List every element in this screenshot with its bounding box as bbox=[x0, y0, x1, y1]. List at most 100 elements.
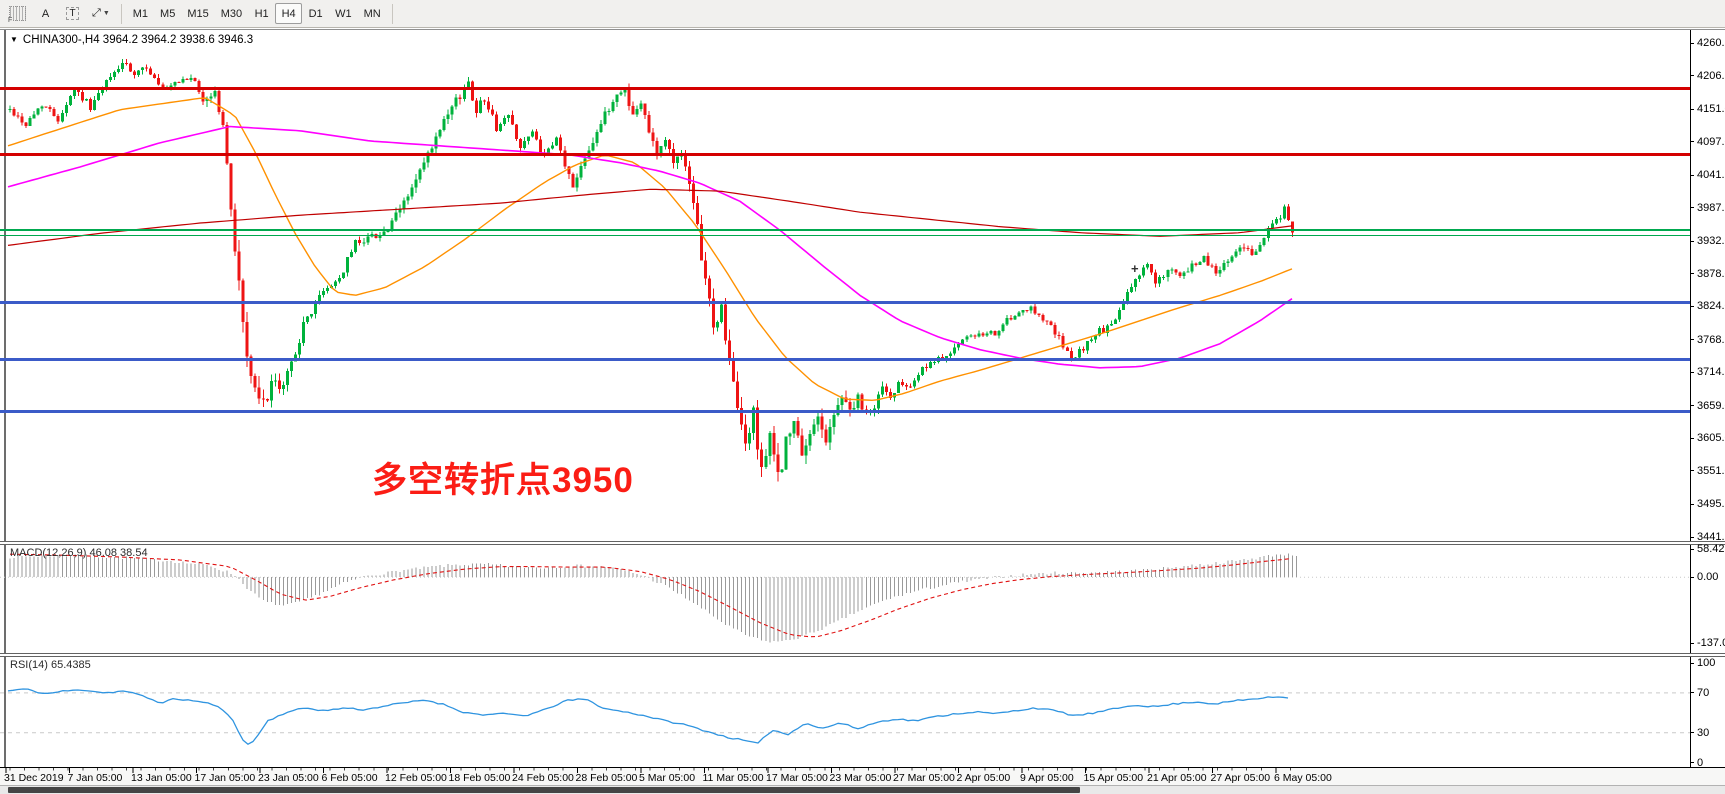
object-arrows-tool-icon: ⤢ bbox=[92, 7, 101, 19]
price-tick-mark bbox=[1690, 273, 1694, 275]
timeframe-button-d1[interactable]: D1 bbox=[302, 3, 329, 24]
chart-window-top-border bbox=[0, 29, 1725, 30]
level-line-4075-0[interactable] bbox=[0, 153, 1690, 157]
price-tick-label: 3495.5 bbox=[1697, 498, 1725, 511]
time-tick-label: 21 Apr 05:00 bbox=[1147, 772, 1207, 784]
price-tick-label: 4097.0 bbox=[1697, 135, 1725, 148]
time-tick-label: 24 Feb 05:00 bbox=[512, 772, 574, 784]
price-tick-label: 4206.5 bbox=[1697, 69, 1725, 82]
text-label-tool-icon: A bbox=[41, 7, 50, 20]
indicator-grid-tool[interactable]: F bbox=[3, 3, 32, 24]
price-tick-mark bbox=[1690, 470, 1694, 472]
timeframe-button-m5[interactable]: M5 bbox=[154, 3, 181, 24]
chart-title-text: CHINA300-,H4 3964.2 3964.2 3938.6 3946.3 bbox=[22, 34, 254, 46]
level-line-4185-0[interactable] bbox=[0, 87, 1690, 91]
indicator-grid-tool-icon: F bbox=[8, 6, 26, 24]
price-tick-label: 4041.5 bbox=[1697, 169, 1725, 182]
time-tick-label: 6 Feb 05:00 bbox=[321, 772, 378, 784]
time-tick-label: 31 Dec 2019 bbox=[4, 772, 64, 784]
timeframe-button-h4[interactable]: H4 bbox=[275, 3, 303, 24]
time-tick-label: 7 Jan 05:00 bbox=[67, 772, 123, 784]
macd-signal-line bbox=[9, 553, 1291, 638]
time-tick-label: 9 Apr 05:00 bbox=[1020, 772, 1074, 784]
level-line-3735-0[interactable] bbox=[0, 358, 1690, 362]
scrollbar-thumb[interactable] bbox=[8, 787, 1080, 793]
level-line-aux[interactable] bbox=[0, 234, 1690, 236]
price-tick-label: 3605.0 bbox=[1697, 432, 1725, 445]
cross-marker[interactable]: + bbox=[1131, 261, 1139, 277]
mid-ma-line bbox=[7, 125, 1293, 369]
price-tick-mark bbox=[1690, 437, 1694, 439]
timeframe-button-m1[interactable]: M1 bbox=[127, 3, 154, 24]
price-tick-label: 3659.0 bbox=[1697, 399, 1725, 412]
horizontal-scrollbar[interactable] bbox=[0, 785, 1725, 794]
rsi-tick-label: 70 bbox=[1697, 686, 1710, 699]
level-line-3830-0[interactable] bbox=[0, 301, 1690, 305]
price-tick-mark bbox=[1690, 240, 1694, 242]
price-tick-mark bbox=[1690, 371, 1694, 373]
time-tick-label: 11 Mar 05:00 bbox=[702, 772, 764, 784]
rsi-tick-mark bbox=[1690, 732, 1694, 734]
rsi-tick-label: 100 bbox=[1697, 657, 1716, 669]
price-tick-mark bbox=[1690, 108, 1694, 110]
panel-separator-rsi[interactable] bbox=[0, 653, 1725, 657]
chart-annotation-text[interactable]: 多空转折点3950 bbox=[372, 461, 634, 500]
candlestick-chart-svg bbox=[7, 59, 1294, 482]
panel-separator-macd[interactable] bbox=[0, 541, 1725, 545]
time-tick-label: 27 Mar 05:00 bbox=[893, 772, 955, 784]
chart-toolbar: F A T ⤢ ▼ M1 M5 M15 M30 H1 H4 D1 W1 MN bbox=[0, 0, 1725, 28]
price-tick-label: 3768.5 bbox=[1697, 333, 1725, 346]
price-tick-label: 3878.0 bbox=[1697, 267, 1725, 280]
dropdown-caret-icon[interactable]: ▼ bbox=[102, 10, 110, 17]
time-tick-label: 23 Mar 05:00 bbox=[829, 772, 892, 784]
price-axis[interactable] bbox=[1690, 30, 1725, 767]
text-box-tool-icon: T bbox=[66, 7, 79, 20]
macd-tick-mark bbox=[1690, 576, 1694, 578]
level-line-3950-0[interactable] bbox=[0, 229, 1690, 232]
macd-tick-mark bbox=[1690, 548, 1694, 550]
time-tick-label: 12 Feb 05:00 bbox=[385, 772, 447, 784]
price-tick-mark bbox=[1690, 207, 1694, 209]
time-axis[interactable]: 31 Dec 2019 7 Jan 05:00 13 Jan 05:00 17 Jan… bbox=[0, 768, 1725, 785]
price-tick-mark bbox=[1690, 305, 1694, 307]
object-arrows-tool[interactable]: ⤢ ▼ bbox=[86, 3, 116, 24]
timeframe-button-mn[interactable]: MN bbox=[358, 3, 387, 24]
fast-ma-line bbox=[7, 97, 1293, 401]
time-tick-label: 23 Jan 05:00 bbox=[258, 772, 319, 784]
price-tick-mark bbox=[1690, 405, 1694, 407]
rsi-chart-svg bbox=[0, 688, 1690, 745]
timeframe-button-m30[interactable]: M30 bbox=[215, 3, 248, 24]
price-tick-label: 4260.5 bbox=[1697, 37, 1725, 49]
time-tick-label: 5 Mar 05:00 bbox=[639, 772, 696, 784]
price-tick-mark bbox=[1690, 75, 1694, 77]
time-tick-label: 15 Apr 05:00 bbox=[1083, 772, 1144, 784]
toolbar-divider bbox=[120, 3, 122, 24]
price-tick-label: 4151.0 bbox=[1697, 103, 1725, 116]
time-tick-marks bbox=[5, 768, 1291, 773]
time-tick-label: 27 Apr 05:00 bbox=[1210, 772, 1271, 784]
time-tick-label: 17 Mar 05:00 bbox=[766, 772, 828, 784]
timeframe-button-h1[interactable]: H1 bbox=[248, 3, 275, 24]
rsi-indicator-label: RSI(14) 65.4385 bbox=[10, 659, 91, 671]
timeframe-button-w1[interactable]: W1 bbox=[329, 3, 358, 24]
price-tick-label: 3714.5 bbox=[1697, 366, 1725, 379]
time-tick-label: 18 Feb 05:00 bbox=[448, 772, 511, 784]
symbol-dropdown-icon[interactable]: ▼ bbox=[10, 35, 18, 44]
timeframe-button-m15[interactable]: M15 bbox=[181, 3, 214, 24]
price-tick-mark bbox=[1690, 141, 1694, 143]
macd-tick-label: 0.00 bbox=[1697, 571, 1719, 584]
chart-bottom-border bbox=[0, 767, 1725, 768]
text-label-tool[interactable]: A bbox=[32, 3, 59, 24]
rsi-tick-mark bbox=[1690, 662, 1694, 664]
time-tick-label: 17 Jan 05:00 bbox=[194, 772, 256, 784]
price-tick-mark bbox=[1690, 42, 1694, 44]
macd-tick-label: 58.42 bbox=[1697, 543, 1725, 556]
level-line-3650-0[interactable] bbox=[0, 409, 1690, 413]
rsi-line bbox=[7, 688, 1289, 745]
macd-tick-mark bbox=[1690, 642, 1694, 644]
price-tick-mark bbox=[1690, 339, 1694, 341]
text-box-tool[interactable]: T bbox=[59, 3, 86, 24]
price-tick-label: 3987.5 bbox=[1697, 201, 1725, 214]
price-tick-label: 3551.0 bbox=[1697, 464, 1725, 477]
